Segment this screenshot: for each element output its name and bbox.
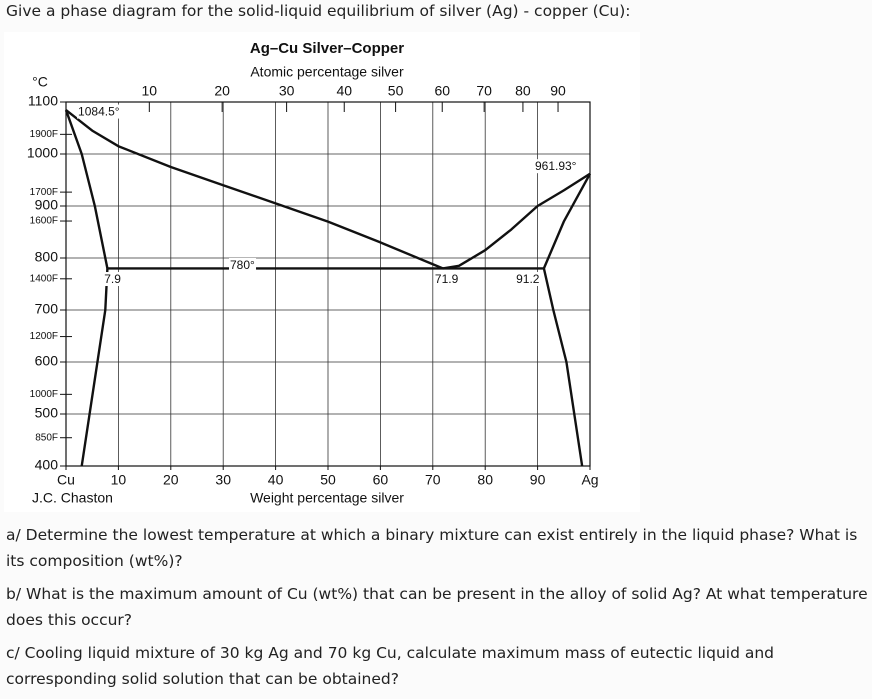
phase-boundary [80,268,109,467]
question: c/ Cooling liquid mixture of 30 kg Ag an… [6,644,775,688]
y-axis-title: °C [32,74,48,90]
top-axis-title: Atomic percentage silver [250,64,404,80]
y-tick-label-fahrenheit: 850F [35,432,58,443]
x-axis-title: Weight percentage silver [250,490,404,506]
y-tick-label: 500 [35,405,59,421]
x-tick-label: Ag [581,472,598,488]
x2-tick-label: 30 [279,83,295,99]
y-tick-label-fahrenheit: 1000F [30,389,58,400]
x2-tick-label: 10 [142,83,158,99]
annotation: 71.9 [435,272,459,286]
questions: a/ Determine the lowest temperature at w… [6,522,868,699]
phase-boundary [442,172,591,270]
question: a/ Determine the lowest temperature at w… [6,526,858,570]
annotation: 91.2 [516,272,540,286]
y-tick-label: 800 [35,249,59,265]
annotation: 7.9 [104,272,121,286]
x2-tick-label: 90 [550,83,566,99]
x2-tick-label: 60 [434,83,450,99]
phase-boundary [64,109,109,269]
x-tick-label: 90 [530,472,546,488]
x-tick-label: 70 [425,472,441,488]
question: b/ What is the maximum amount of Cu (wt%… [6,585,868,629]
chart-title: Ag–Cu Silver–Copper [250,40,404,57]
x-tick-label: Cu [57,472,75,488]
annotation: 780° [230,258,255,272]
x2-tick-label: 80 [515,83,531,99]
x-tick-label: 30 [215,472,231,488]
x-tick-label: 50 [320,472,336,488]
annotation-background [515,272,541,287]
y-tick-label-fahrenheit: 1700F [30,187,58,198]
annotation-background [433,272,460,287]
x-tick-label: 20 [163,472,179,488]
source: J.C. Chaston [32,490,113,506]
x2-tick-label: 70 [476,83,492,99]
annotation-background [229,257,257,272]
x-tick-label: 40 [268,472,284,488]
y-tick-label-fahrenheit: 1400F [30,273,58,284]
y-tick-label-fahrenheit: 1600F [30,216,58,227]
x2-tick-label: 50 [388,83,404,99]
x-tick-label: 60 [373,472,389,488]
y-tick-label-fahrenheit: 1200F [30,331,58,342]
y-tick-label: 1000 [27,145,58,161]
y-tick-label-fahrenheit: 1900F [30,129,58,140]
x2-tick-label: 40 [336,83,352,99]
y-tick-label: 1100 [28,93,58,109]
chart: Ag–Cu Silver–Copper Atomic percentage si… [26,39,599,506]
annotation: 961.93° [535,159,577,173]
y-tick-label: 600 [35,353,59,369]
x-tick-label: 80 [477,472,493,488]
phase-boundary [65,109,444,270]
phase-boundary [542,268,584,467]
x2-tick-label: 20 [214,83,230,99]
y-tick-label: 400 [35,457,59,473]
x-tick-label: 10 [111,472,127,488]
prompt: Give a phase diagram for the solid-liqui… [6,2,631,20]
y-tick-label: 700 [35,301,59,317]
annotation-background [533,159,578,174]
annotation-background [77,104,121,119]
phase-boundary [542,173,592,269]
annotation: 1084.5° [78,105,120,119]
y-tick-label: 900 [35,197,59,213]
annotation-background [103,272,123,287]
